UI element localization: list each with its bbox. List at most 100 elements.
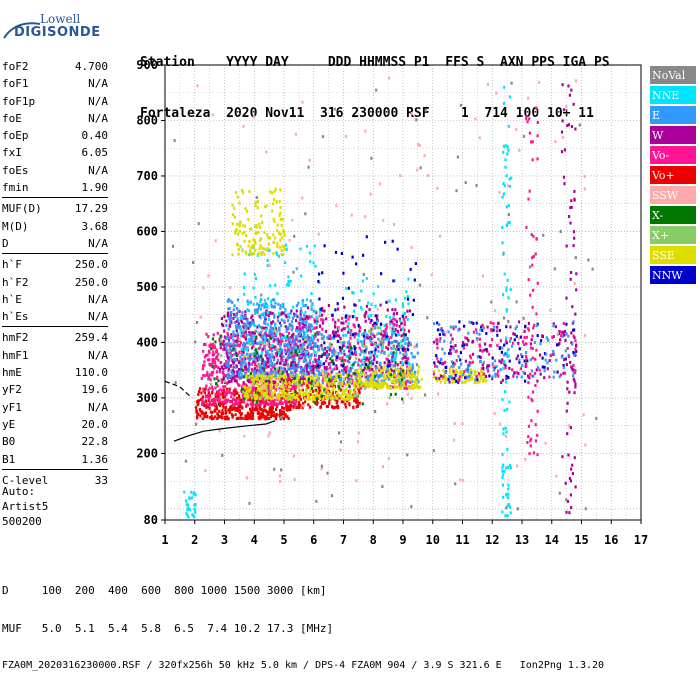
echo-mark [565,244,568,248]
echo-mark [385,315,388,318]
echo-mark [413,278,416,282]
echo-mark [491,362,494,366]
echo-mark [208,401,211,405]
echo-mark [410,376,413,380]
echo-mark [494,374,497,378]
echo-mark [209,378,212,382]
echo-mark [380,329,383,333]
echo-mark [284,343,288,347]
echo-mark [529,293,532,297]
echo-mark [331,354,334,358]
echo-mark [474,378,477,382]
echo-mark [275,385,278,389]
echo-mark [426,316,429,320]
echo-mark [217,352,220,356]
echo-mark [233,393,236,397]
echo-mark [324,374,327,378]
echo-mark [438,339,441,343]
echo-mark [432,372,436,376]
echo-mark [377,331,380,335]
echo-mark [224,385,227,389]
echo-mark [204,469,207,473]
echo-mark [570,125,574,129]
echo-mark [302,318,305,322]
echo-mark [481,349,484,353]
echo-mark [201,417,204,421]
echo-mark [391,341,394,344]
param-label: M(D) [2,219,29,233]
echo-mark [396,378,399,382]
echo-mark [295,343,298,347]
echo-mark [430,273,433,277]
echo-mark [203,360,206,364]
echo-mark [260,313,263,317]
echo-mark [409,343,412,347]
param-value: N/A [88,400,108,414]
echo-mark [340,328,343,332]
echo-mark [547,338,550,342]
echo-mark [536,453,539,457]
echo-mark [535,312,538,316]
echo-mark [545,336,548,340]
echo-mark [204,411,207,415]
echo-mark [460,374,463,378]
echo-mark [403,376,406,380]
echo-mark [293,348,296,352]
echo-mark [261,359,264,363]
echo-mark [520,375,523,379]
echo-mark [233,206,236,210]
echo-mark [351,255,354,259]
echo-mark [515,357,518,361]
echo-mark [241,385,244,389]
echo-mark [304,397,307,401]
param-value: 1.36 [81,452,109,466]
echo-mark [351,381,354,385]
echo-mark [489,321,492,325]
echo-mark [390,330,393,334]
echo-mark [230,399,233,403]
param-value: 17.29 [74,202,108,216]
echo-mark [526,359,529,363]
echo-mark [235,320,238,323]
echo-mark [464,181,467,185]
echo-mark [337,375,341,378]
param-label: h`F [2,258,22,272]
echo-mark [306,350,309,354]
echo-mark [449,333,452,337]
echo-mark [435,354,438,358]
echo-mark [245,404,248,408]
echo-mark [207,396,210,400]
echo-mark [279,400,282,403]
echo-mark [208,387,211,391]
echo-mark [289,381,292,385]
echo-mark [283,370,286,374]
echo-mark [246,302,250,306]
echo-mark [258,247,261,250]
echo-mark [206,403,209,407]
echo-mark [334,378,337,382]
echo-mark [318,364,322,368]
echo-mark [342,333,345,337]
echo-mark [306,345,309,349]
echo-mark [244,362,248,366]
echo-mark [277,302,280,306]
echo-mark [310,292,313,295]
param-row: foEs N/A [2,162,108,179]
echo-mark [285,338,288,342]
echo-mark [302,382,305,386]
echo-mark [574,256,577,260]
echo-mark [276,329,279,333]
echo-mark [305,298,309,302]
echo-mark [407,343,410,347]
echo-mark [282,231,285,235]
echo-mark [326,352,329,356]
echo-mark [337,327,340,331]
echo-mark [503,343,506,347]
echo-mark [398,377,401,381]
echo-mark [266,356,269,360]
echo-mark [404,356,407,360]
echo-mark [369,314,373,318]
echo-mark [502,293,505,297]
echo-mark [568,390,571,394]
echo-mark [258,304,261,308]
